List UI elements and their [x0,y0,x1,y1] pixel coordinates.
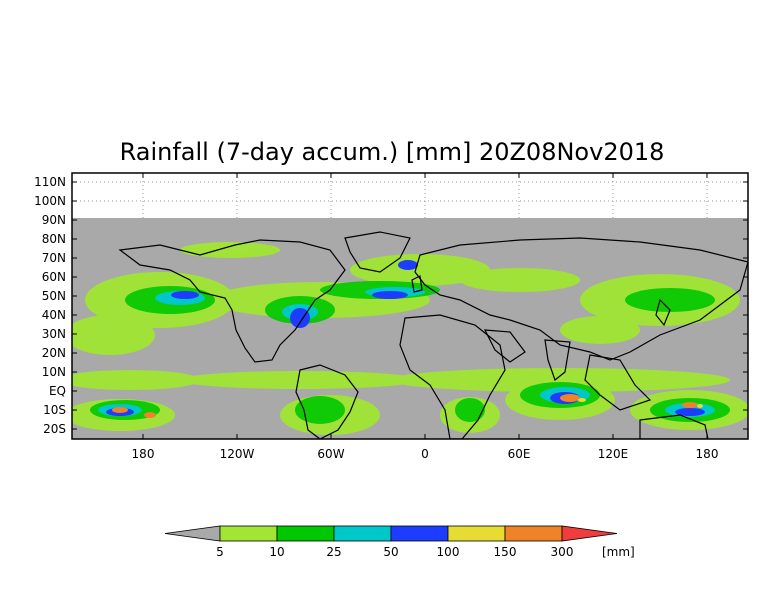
africa-outline [399,314,506,439]
lon-label: 120E [598,447,629,461]
lat-label: 30N [42,327,66,341]
colorbar-label: 10 [269,545,284,559]
lat-label: 110N [34,175,66,189]
colorbar-label: 150 [494,545,517,559]
colorbar-label: 5 [216,545,224,559]
lat-label: 100N [34,194,66,208]
colorbar-label: 100 [437,545,460,559]
colorbar-segment [333,525,392,542]
lat-label: 80N [42,232,66,246]
lat-label: 40N [42,308,66,322]
eurasia-outline [414,237,748,361]
india-outline [544,339,571,381]
colorbar-segment [276,525,335,542]
colorbar-label: 300 [551,545,574,559]
north-america-outline [118,239,346,363]
lon-label: 0 [421,447,429,461]
lon-label: 60E [508,447,531,461]
colorbar-segment [219,525,278,542]
lat-label: 50N [42,289,66,303]
australia-outline [639,414,709,439]
colorbar-over-triangle [561,525,618,542]
lon-label: 180 [132,447,155,461]
map-frame [71,172,749,440]
colorbar: 5 10 25 50 100 150 300 [mm] [164,525,635,559]
lat-label: 10N [42,365,66,379]
south-america-outline [295,364,359,439]
colorbar-segment [504,525,563,542]
japan-outline [655,298,671,327]
lat-label: 20S [43,422,66,436]
colorbar-segment [447,525,506,542]
map-title: Rainfall (7-day accum.) [mm] 20Z08Nov201… [119,138,665,166]
longitude-axis: 180 120W 60W 0 60E 120E 180 [132,173,719,461]
southeast-asia-outline [584,354,652,411]
colorbar-unit: [mm] [602,545,635,559]
lat-label: 20N [42,346,66,360]
lon-label: 60W [317,447,344,461]
colorbar-segment [390,525,449,542]
colorbar-under-triangle [164,525,221,542]
lat-label: 70N [42,251,66,265]
lat-label: EQ [49,384,66,398]
lat-label: 60N [42,270,66,284]
lon-label: 180 [696,447,719,461]
uk-outline [411,275,423,293]
arabia-outline [483,329,526,363]
greenland-outline [344,231,411,273]
latitude-axis: 110N 100N 90N 80N 70N 60N 50N 40N 30N 20N 10N EQ 10S… [34,175,748,436]
gridlines [72,173,748,218]
lat-label: 90N [42,213,66,227]
lat-label: 10S [43,403,66,417]
colorbar-label: 25 [326,545,341,559]
lon-label: 120W [220,447,255,461]
rainfall-field [72,242,748,435]
continent-outlines [118,231,748,439]
colorbar-label: 50 [383,545,398,559]
